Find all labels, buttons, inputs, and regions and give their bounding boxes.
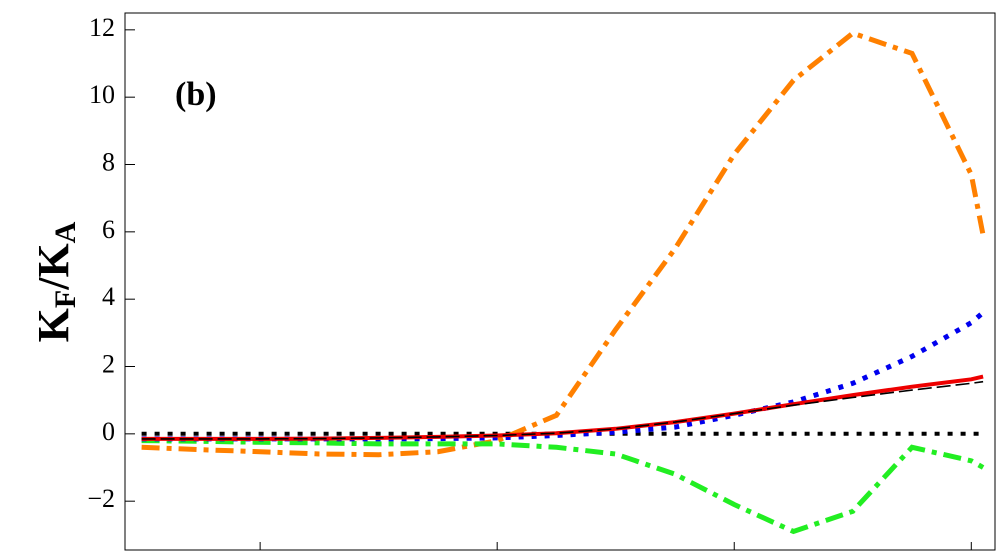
data-line <box>141 310 985 442</box>
y-label-sub: A <box>49 221 82 243</box>
data-line <box>141 30 986 458</box>
y-tick-label: 10 <box>89 80 115 109</box>
y-label-sub: F <box>49 290 82 308</box>
y-axis-label: KF/KA <box>29 221 82 342</box>
annotation: (b) <box>175 76 217 113</box>
y-tick-label: 8 <box>102 147 115 176</box>
y-tick-label: 0 <box>102 417 115 446</box>
data-line <box>141 438 985 535</box>
y-label-part: /K <box>29 243 78 290</box>
y-tick-label: −2 <box>87 484 115 513</box>
plot-frame <box>124 12 996 551</box>
y-tick-label: 12 <box>89 13 115 42</box>
y-tick-label: 4 <box>102 282 115 311</box>
y-label-part: K <box>29 308 78 342</box>
data-line <box>141 380 984 440</box>
y-tick-label: 2 <box>102 349 115 378</box>
data-line <box>141 374 984 441</box>
y-tick-label: 6 <box>102 215 115 244</box>
